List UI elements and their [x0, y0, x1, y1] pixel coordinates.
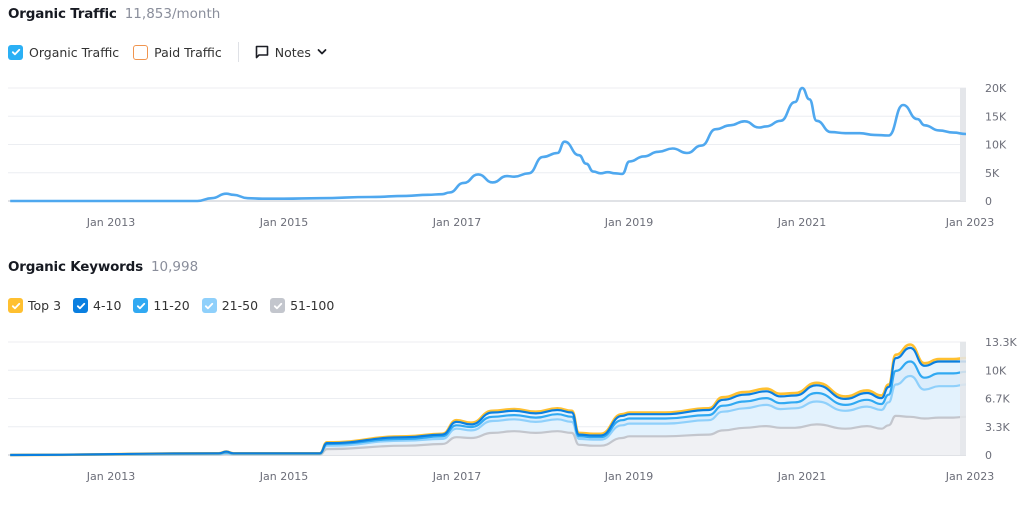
y-tick-label: 6.7K [985, 393, 1010, 406]
legend-label: 51-100 [290, 298, 335, 313]
x-tick-label: Jan 2019 [604, 216, 653, 229]
keywords-header: Organic Keywords 10,998 [8, 259, 198, 275]
checkbox-checked-icon[interactable] [270, 298, 286, 313]
divider [237, 42, 239, 62]
traffic-header: Organic Traffic 11,853/month [8, 6, 220, 22]
keyword-line-21-50 [10, 374, 967, 457]
checkbox-checked-icon[interactable] [201, 298, 217, 313]
x-tick-label: Jan 2017 [432, 216, 481, 229]
keyword-line-51-100 [10, 414, 967, 457]
legend-kw-11-20[interactable]: 11-20 [133, 298, 190, 313]
range-handle[interactable] [960, 342, 966, 455]
y-tick-label: 0 [985, 195, 992, 208]
checkbox-unchecked-icon[interactable] [133, 44, 149, 60]
traffic-title: Organic Traffic [8, 6, 117, 22]
keyword-line-4-10 [10, 346, 966, 457]
y-tick-label: 5K [985, 167, 1000, 180]
x-tick-label: Jan 2015 [259, 470, 308, 483]
x-tick-label: Jan 2013 [86, 470, 135, 483]
legend-label: 4-10 [93, 298, 122, 313]
area-fill [10, 415, 966, 455]
checkbox-checked-icon[interactable] [8, 298, 23, 313]
y-tick-label: 10K [985, 364, 1007, 377]
x-tick-label: Jan 2019 [604, 470, 653, 483]
legend-organic-traffic[interactable]: Organic Traffic [8, 44, 120, 60]
legend-label: Paid Traffic [154, 44, 222, 60]
legend-kw-21-50[interactable]: 21-50 [201, 298, 259, 313]
keyword-line-11-20 [10, 360, 967, 457]
legend-kw-51-100[interactable]: 51-100 [270, 298, 334, 313]
notes-label: Notes [274, 44, 311, 60]
checkbox-checked-icon[interactable] [8, 44, 23, 60]
x-tick-label: Jan 2021 [777, 216, 826, 229]
organic-traffic-line [10, 86, 967, 203]
x-tick-label: Jan 2021 [777, 470, 826, 483]
legend-label: Organic Traffic [29, 44, 120, 60]
keywords-legend: Top 3 4-10 11-20 21-50 51-100 [8, 298, 346, 313]
legend-kw-4-10[interactable]: 4-10 [73, 298, 121, 313]
legend-paid-traffic[interactable]: Paid Traffic [133, 44, 222, 60]
legend-label: Top 3 [28, 298, 62, 313]
traffic-chart[interactable]: 0 5K 10K 15K 20K Jan 2013 Jan 2015 Jan 2017 Jan … [0, 78, 1024, 238]
keywords-value: 10,998 [150, 259, 199, 275]
y-tick-label: 15K [985, 110, 1007, 123]
y-tick-label: 10K [985, 139, 1007, 152]
checkbox-checked-icon[interactable] [73, 298, 89, 313]
x-tick-label: Jan 2013 [86, 216, 135, 229]
comment-icon [255, 45, 269, 59]
x-tick-label: Jan 2017 [432, 470, 481, 483]
y-tick-label: 20K [985, 82, 1007, 95]
y-tick-label: 0 [985, 449, 992, 462]
x-tick-label: Jan 2015 [259, 216, 308, 229]
x-tick-label: Jan 2023 [945, 470, 994, 483]
range-handle[interactable] [960, 88, 966, 201]
traffic-value: 11,853/month [124, 6, 221, 22]
traffic-legend: Organic Traffic Paid Traffic Notes [8, 42, 327, 62]
keywords-title: Organic Keywords [8, 259, 143, 275]
x-tick-label: Jan 2023 [945, 216, 994, 229]
legend-kw-top-3[interactable]: Top 3 [8, 298, 61, 313]
y-tick-label: 13.3K [985, 336, 1017, 349]
checkbox-checked-icon[interactable] [133, 298, 149, 313]
y-tick-label: 3.3K [985, 421, 1010, 434]
legend-label: 11-20 [153, 298, 190, 313]
traffic-chart-svg: 0 5K 10K 15K 20K Jan 2013 Jan 2015 Jan 2017 Jan … [8, 82, 1007, 229]
notes-dropdown-button[interactable]: Notes [255, 45, 327, 60]
legend-label: 21-50 [221, 298, 259, 313]
chevron-down-icon [317, 49, 327, 55]
keywords-chart[interactable]: 0 3.3K 6.7K 10K 13.3K Jan 2013 Jan 2015 Jan 201… [0, 332, 1024, 492]
keywords-chart-svg: 0 3.3K 6.7K 10K 13.3K Jan 2013 Jan 2015 Jan 201… [8, 336, 1017, 483]
